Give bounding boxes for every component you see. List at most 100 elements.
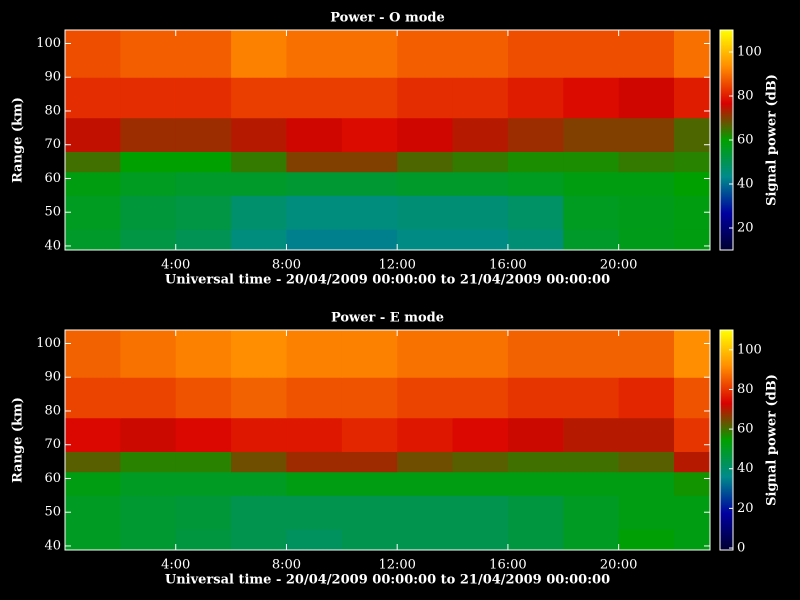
heat-cell — [507, 471, 564, 496]
heat-cell — [120, 451, 177, 473]
heat-cell — [65, 495, 121, 530]
heat-cell — [563, 377, 620, 419]
heat-cell — [175, 495, 232, 530]
heat-cell — [674, 417, 711, 452]
heat-cell — [452, 229, 509, 251]
heat-cell — [286, 529, 343, 551]
heat-cell — [618, 117, 675, 152]
heat-cell — [286, 151, 343, 173]
x-tick-label: 12:00 — [378, 258, 415, 273]
heat-cell — [618, 171, 675, 196]
heat-cell — [231, 195, 287, 230]
colorbar-tick-label: 60 — [737, 422, 754, 437]
heat-cell — [175, 77, 232, 119]
y-tick-label: 100 — [36, 336, 61, 351]
heat-cell — [231, 151, 287, 173]
heat-cell — [175, 151, 232, 173]
heat-cell — [507, 229, 564, 251]
heat-cell — [341, 471, 398, 496]
heat-cell — [507, 495, 564, 530]
heat-cell — [563, 529, 620, 551]
heat-cell — [452, 117, 509, 152]
heat-cell — [341, 495, 398, 530]
heat-cell — [65, 451, 121, 473]
heat-cell — [120, 377, 177, 419]
heat-cell — [286, 117, 343, 152]
heat-cell — [618, 195, 675, 230]
heat-cell — [507, 117, 564, 152]
heat-cell — [65, 30, 121, 78]
heat-cell — [286, 330, 343, 378]
heat-cell — [175, 117, 232, 152]
colorbar-tick-label: 80 — [737, 382, 754, 397]
heat-cell — [452, 30, 509, 78]
heat-cell — [65, 417, 121, 452]
heat-cell — [563, 229, 620, 251]
heat-cell — [563, 77, 620, 119]
heat-cell — [120, 471, 177, 496]
y-tick-label: 40 — [44, 538, 61, 553]
heat-cell — [507, 77, 564, 119]
y-tick-label: 70 — [44, 437, 61, 452]
heat-cell — [175, 377, 232, 419]
x-tick-label: 20:00 — [600, 258, 637, 273]
heat-cell — [231, 330, 287, 378]
plot-frame — [64, 329, 711, 551]
heat-cell — [120, 117, 177, 152]
y-tick-label: 60 — [44, 171, 61, 186]
heat-cell — [618, 330, 675, 378]
x-tick-label: 16:00 — [489, 258, 526, 273]
colorbar-tick-label: 80 — [737, 89, 754, 104]
heat-cell — [120, 195, 177, 230]
heat-cell — [452, 417, 509, 452]
heat-cell — [452, 171, 509, 196]
heat-cell — [397, 229, 454, 251]
y-tick-label: 90 — [44, 370, 61, 385]
colorbar-tick-label: 60 — [737, 133, 754, 148]
heat-cell — [397, 195, 454, 230]
colorbar-tick-label: 20 — [737, 501, 754, 516]
colorbar-label: Signal power (dB) — [765, 74, 780, 206]
y-tick-label: 70 — [44, 137, 61, 152]
heat-cell — [175, 471, 232, 496]
heat-cell — [507, 417, 564, 452]
heat-cell — [507, 377, 564, 419]
heat-cell — [674, 117, 711, 152]
heat-cell — [65, 330, 121, 378]
y-tick-label: 90 — [44, 70, 61, 85]
y-tick-label: 60 — [44, 471, 61, 486]
heat-cell — [231, 229, 287, 251]
heat-cell — [397, 471, 454, 496]
heat-cell — [618, 30, 675, 78]
heat-cell — [231, 495, 287, 530]
heat-cell — [65, 471, 121, 496]
y-tick-label: 40 — [44, 238, 61, 253]
heat-cell — [231, 377, 287, 419]
heat-cell — [618, 229, 675, 251]
colorbar-tick-label: 100 — [737, 342, 762, 357]
heat-cell — [674, 30, 711, 78]
x-tick-label: 8:00 — [272, 558, 301, 573]
heat-cell — [674, 330, 711, 378]
heat-cell — [397, 77, 454, 119]
heat-cell — [341, 30, 398, 78]
heat-cell — [563, 151, 620, 173]
x-axis-label: Universal time - 20/04/2009 00:00:00 to … — [165, 573, 610, 588]
heat-cell — [120, 30, 177, 78]
heat-cell — [563, 471, 620, 496]
heat-cell — [674, 529, 711, 551]
heat-cell — [452, 151, 509, 173]
heat-cell — [674, 77, 711, 119]
colorbar — [719, 329, 734, 551]
heat-cell — [286, 195, 343, 230]
heat-cell — [674, 171, 711, 196]
x-axis-label: Universal time - 20/04/2009 00:00:00 to … — [165, 273, 610, 288]
heat-cell — [507, 30, 564, 78]
heat-cell — [341, 229, 398, 251]
heat-cell — [452, 495, 509, 530]
heat-cell — [452, 377, 509, 419]
x-tick-label: 4:00 — [161, 558, 190, 573]
heat-cell — [286, 77, 343, 119]
heat-cell — [618, 529, 675, 551]
